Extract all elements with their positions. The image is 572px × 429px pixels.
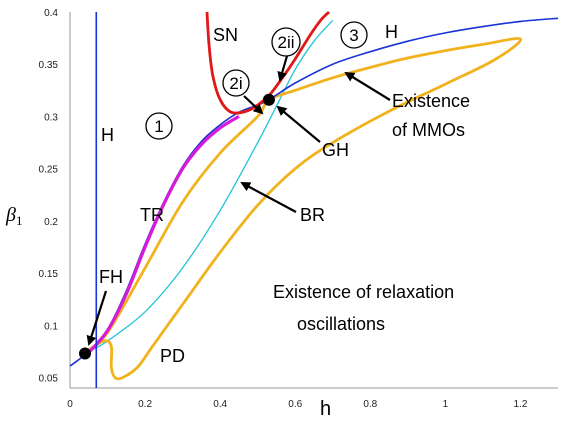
y-tick-labels: 0.05 0.1 0.15 0.2 0.25 0.3 0.35 0.4 [39,8,59,385]
arrow-gh [276,105,321,143]
series-tr-curve [87,115,240,354]
fh-label: FH [99,267,123,287]
arrow-br [240,182,297,213]
point-fh [79,347,92,360]
x-tick-label: 1.2 [514,399,528,410]
region-1-label: 1 [154,117,163,136]
series-pd-curve [81,37,522,381]
x-tick-label: 1 [443,399,449,410]
region-2i-label: 2i [229,74,242,93]
arrow-2ii [277,55,289,82]
mmo-label-line2: of MMOs [392,120,465,140]
relaxation-label-line1: Existence of relaxation [273,282,454,302]
series-br-curve [84,19,334,355]
region-1-marker: 1 [145,112,173,140]
region-3-marker: 3 [340,21,368,49]
tr-label: TR [140,205,164,225]
y-tick-label: 0.2 [44,217,58,228]
arrow-mmo [344,71,391,101]
mmo-label-line1: Existence [392,91,470,111]
x-tick-label: 0 [67,399,73,410]
x-tick-labels: 0 0.2 0.4 0.6 0.8 1 1.2 [67,399,528,410]
y-axis-label-main: β [5,204,16,226]
br-label: BR [300,205,325,225]
h-left-label: H [101,125,114,145]
arrow-2i [243,95,264,115]
x-tick-label: 0.2 [138,399,152,410]
x-axis-label: h [320,398,331,420]
annotation-arrows [86,55,391,346]
relaxation-label-line2: oscillations [297,314,385,334]
x-tick-label: 0.8 [363,399,377,410]
region-2i-marker: 2i [222,69,250,97]
y-tick-label: 0.05 [39,374,59,385]
y-axis-label: β1 [5,204,22,228]
y-tick-label: 0.15 [39,269,59,280]
curves [69,10,559,388]
region-2ii-label: 2ii [277,33,294,52]
y-tick-label: 0.1 [44,321,58,332]
y-tick-label: 0.25 [39,165,59,176]
h-right-label: H [385,22,398,42]
sn-label: SN [213,25,238,45]
point-gh [262,93,275,106]
y-tick-label: 0.3 [44,112,58,123]
pd-label: PD [160,346,185,366]
gh-label: GH [322,140,349,160]
y-tick-label: 0.4 [44,8,58,19]
x-tick-label: 0.6 [288,399,302,410]
arrow-fh [86,290,108,346]
x-tick-label: 0.4 [213,399,227,410]
y-axis-label-sub: 1 [16,213,23,228]
y-tick-label: 0.35 [39,60,59,71]
region-3-label: 3 [349,26,358,45]
